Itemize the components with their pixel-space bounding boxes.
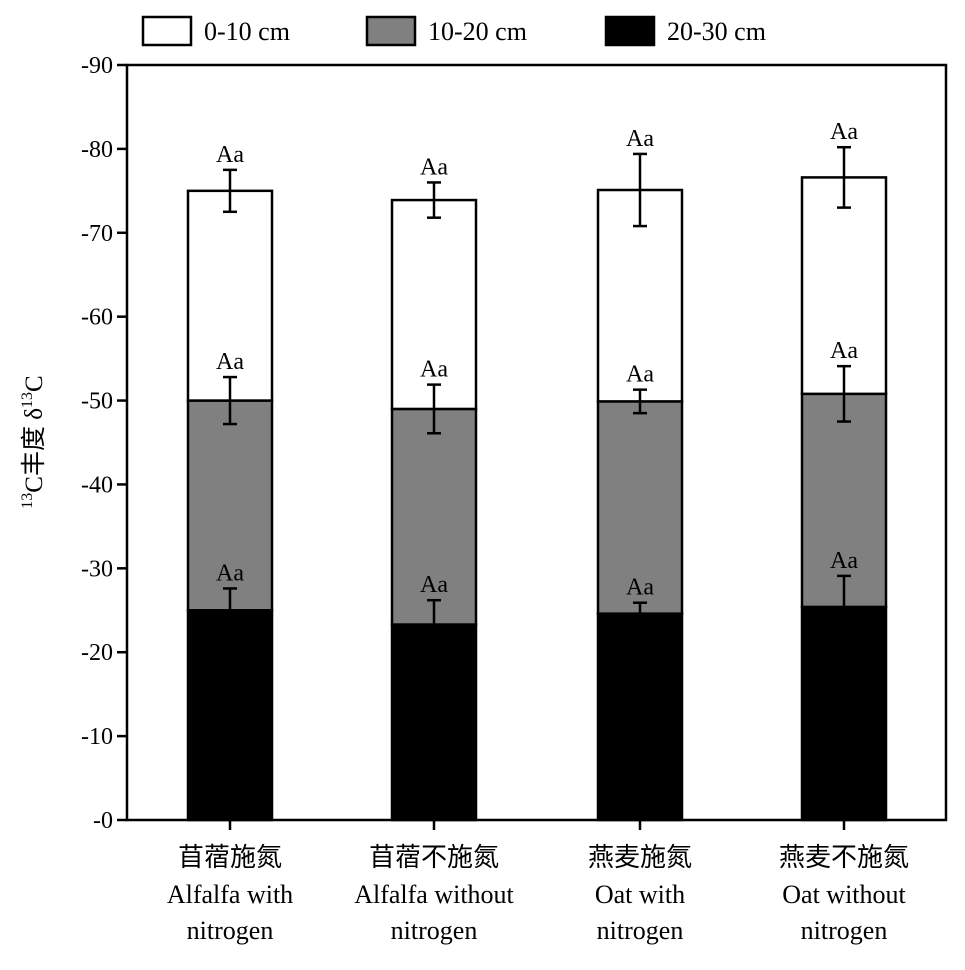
error-bar	[633, 601, 647, 626]
significance-label: Aa	[830, 338, 858, 364]
significance-label: Aa	[420, 357, 448, 383]
category-label-en-line1: Alfalfa with	[167, 880, 293, 909]
error-bar	[837, 364, 851, 423]
y-tick-label: -90	[81, 53, 113, 79]
bar-segment-0-10cm	[186, 189, 274, 402]
significance-label: Aa	[216, 142, 244, 168]
category-label-en-line1: Alfalfa without	[354, 880, 514, 909]
significance-labels-layer: Aa Aa Aa Aa Aa Aa Aa Aa Aa Aa Aa Aa	[216, 119, 858, 601]
y-axis: -0 -10 -20 -30 -40 -50 -60 -70 -80 -90	[81, 53, 127, 834]
y-tick-label: -80	[81, 137, 113, 163]
y-tick-label: -60	[81, 305, 113, 331]
bar-segment-20-30cm	[596, 612, 684, 822]
error-bar	[427, 383, 441, 435]
error-bar	[837, 145, 851, 209]
significance-label: Aa	[420, 572, 448, 598]
x-category-label: 燕麦不施氮 Oat without nitrogen	[779, 843, 909, 945]
significance-label: Aa	[626, 362, 654, 388]
legend-item: 20-30 cm	[604, 15, 766, 47]
error-bar	[427, 598, 441, 651]
significance-label: Aa	[626, 575, 654, 601]
legend-label: 0-10 cm	[204, 17, 290, 46]
error-bar	[223, 168, 237, 214]
x-category-label: 苜蓿施氮 Alfalfa with nitrogen	[167, 843, 293, 945]
bar-segment-0-10cm	[390, 198, 478, 411]
x-category-label: 燕麦施氮 Oat with nitrogen	[588, 843, 692, 945]
category-label-en-line2: nitrogen	[391, 916, 478, 945]
y-tick-label: -20	[81, 640, 113, 666]
significance-label: Aa	[216, 560, 244, 586]
y-tick-label: -50	[81, 389, 113, 415]
error-bar	[223, 375, 237, 426]
label-text: C丰度 δ	[20, 408, 48, 493]
y-tick-label: -30	[81, 556, 113, 582]
category-label-en-line1: Oat without	[782, 880, 906, 909]
y-tick-label: -70	[81, 221, 113, 247]
y-tick-label: -0	[93, 808, 113, 834]
significance-label: Aa	[626, 126, 654, 152]
x-axis: 苜蓿施氮 Alfalfa with nitrogen 苜蓿不施氮 Alfalfa wit…	[167, 820, 909, 945]
significance-label: Aa	[216, 349, 244, 375]
significance-label: Aa	[420, 154, 448, 180]
x-category-label: 苜蓿不施氮 Alfalfa without nitrogen	[354, 843, 514, 945]
legend: 0-10 cm 10-20 cm 20-30 cm	[141, 15, 766, 47]
error-bar	[633, 152, 647, 228]
legend-swatch	[141, 15, 193, 47]
error-bar	[223, 587, 237, 634]
legend-label: 20-30 cm	[667, 17, 766, 46]
superscript: 13	[19, 493, 36, 509]
legend-swatch	[365, 15, 417, 47]
bars-layer	[186, 176, 888, 822]
plot-frame	[125, 63, 948, 822]
category-label-cn: 苜蓿施氮	[178, 843, 282, 872]
legend-item: 0-10 cm	[141, 15, 290, 47]
error-bar	[837, 574, 851, 640]
bar-segment-20-30cm	[186, 609, 274, 822]
legend-label: 10-20 cm	[428, 17, 527, 46]
category-label-en-line2: nitrogen	[187, 916, 274, 945]
legend-item: 10-20 cm	[365, 15, 527, 47]
category-label-cn: 燕麦不施氮	[779, 843, 909, 872]
category-label-cn: 苜蓿不施氮	[369, 843, 499, 872]
category-label-en-line1: Oat with	[595, 880, 685, 909]
legend-swatch	[604, 15, 656, 47]
category-label-cn: 燕麦施氮	[588, 843, 692, 872]
significance-label: Aa	[830, 548, 858, 574]
label-text: C	[21, 375, 48, 392]
y-tick-label: -10	[81, 724, 113, 750]
error-bar	[427, 181, 441, 219]
y-axis-label: 13C丰度 δ13C	[19, 375, 48, 508]
bar-segment-10-20cm	[800, 392, 888, 609]
category-label-en-line2: nitrogen	[801, 916, 888, 945]
bar-segment-10-20cm	[186, 399, 274, 612]
error-bar	[633, 388, 647, 415]
superscript: 13	[19, 392, 36, 408]
y-tick-label: -40	[81, 472, 113, 498]
error-bars-layer	[223, 145, 851, 651]
significance-label: Aa	[830, 119, 858, 145]
bar-segment-20-30cm	[390, 623, 478, 822]
category-label-en-line2: nitrogen	[597, 916, 684, 945]
